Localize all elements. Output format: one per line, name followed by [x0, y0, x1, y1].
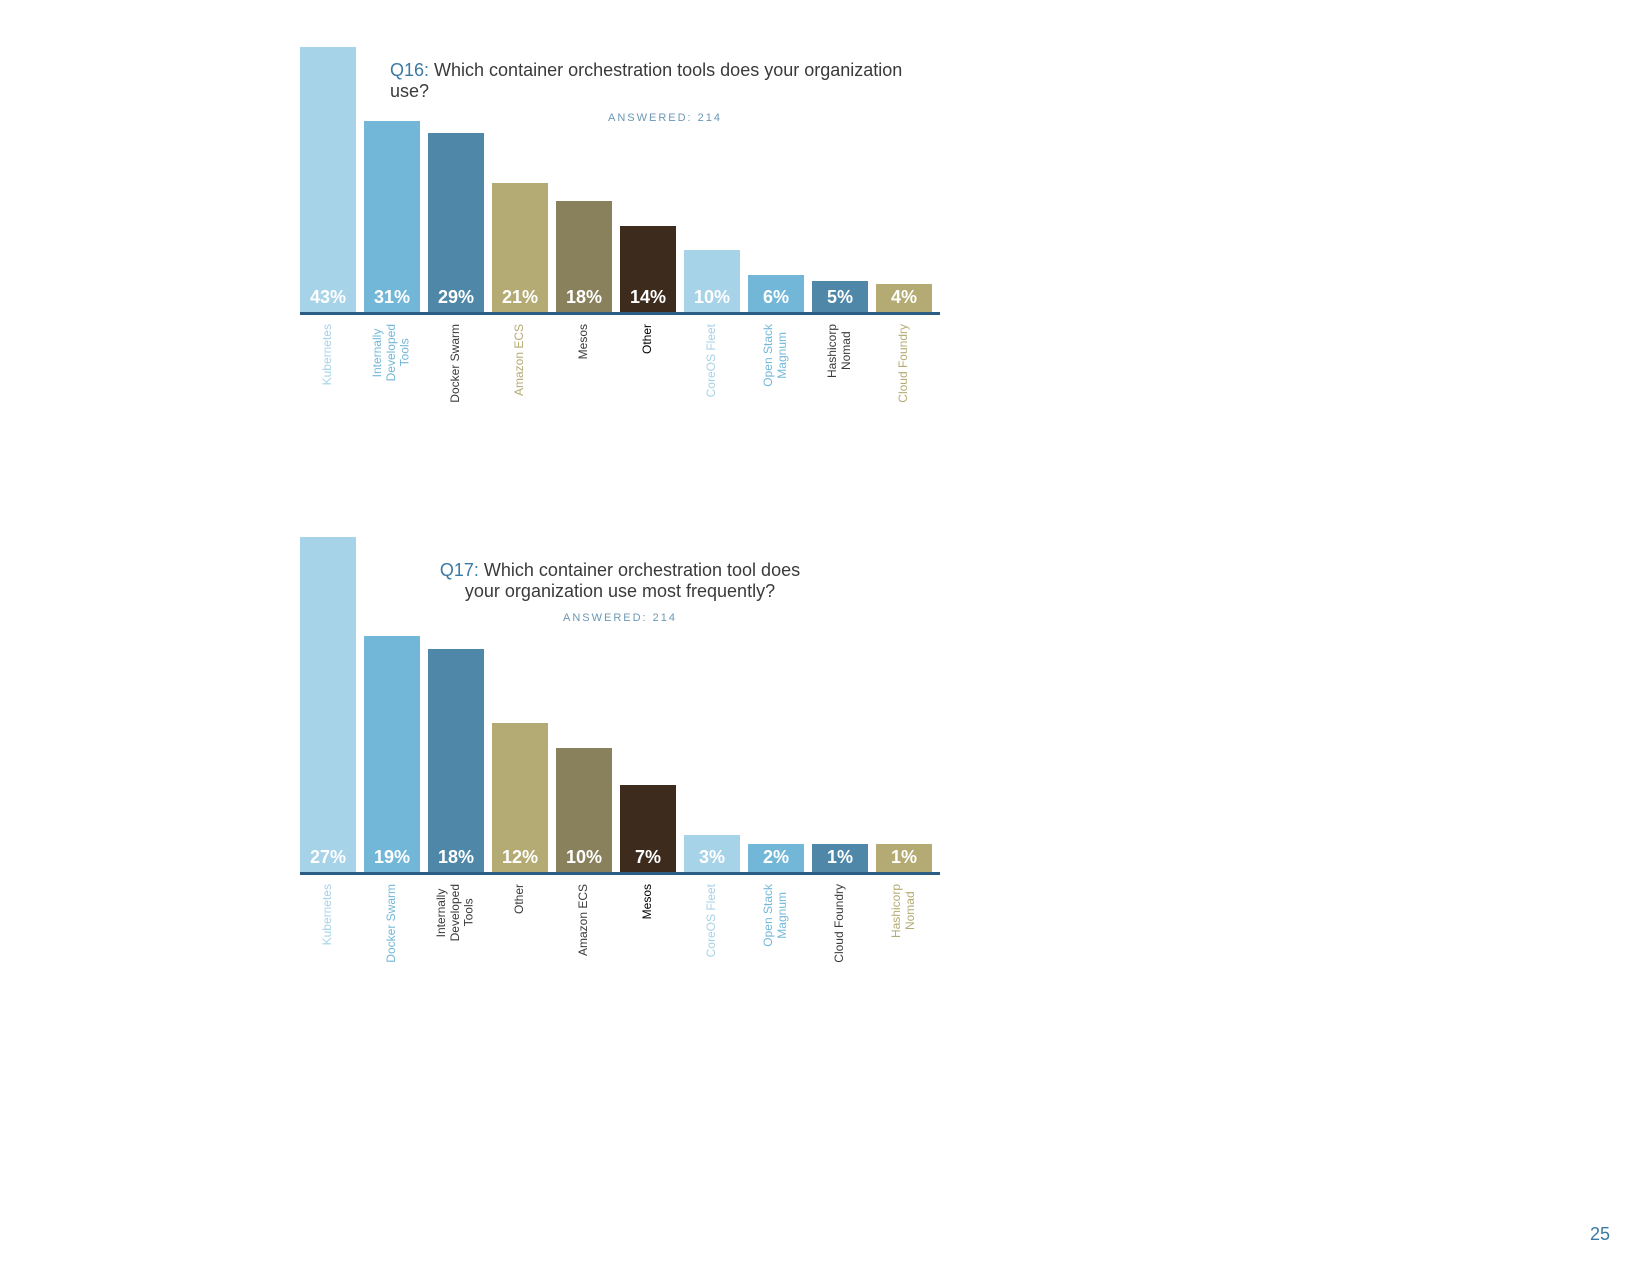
bar-value: 5%	[827, 287, 853, 312]
bar: 27%	[300, 537, 356, 872]
x-label: Cloud Foundry	[876, 318, 932, 438]
bar-fill: 12%	[492, 723, 548, 872]
x-label: Open Stack Magnum	[748, 878, 804, 998]
bar-value: 2%	[763, 847, 789, 872]
bar: 18%	[428, 649, 484, 872]
x-axis-labels: KubernetesInternally Developed ToolsDock…	[300, 318, 940, 438]
bar-fill: 1%	[876, 844, 932, 872]
bar-value: 12%	[502, 847, 538, 872]
bar: 4%	[876, 284, 932, 312]
bar-fill: 5%	[812, 281, 868, 312]
x-label: Mesos	[620, 878, 676, 998]
bar-fill: 4%	[876, 284, 932, 312]
bar-value: 19%	[374, 847, 410, 872]
bar: 43%	[300, 47, 356, 312]
bar-fill: 18%	[428, 649, 484, 872]
bar-fill: 43%	[300, 47, 356, 312]
bar: 14%	[620, 226, 676, 312]
x-label: Other	[620, 318, 676, 438]
bar-group: 43% 31% 29% 21% 18% 14% 10% 6% 5% 4%	[300, 47, 940, 315]
bar: 3%	[684, 835, 740, 872]
x-label: Docker Swarm	[364, 878, 420, 998]
bar-fill: 10%	[556, 748, 612, 872]
bar: 7%	[620, 785, 676, 872]
chart-q16: Q16: Which container orchestration tools…	[300, 50, 940, 315]
x-label: Kubernetes	[300, 318, 356, 438]
bar-value: 27%	[310, 847, 346, 872]
bar-fill: 2%	[748, 844, 804, 872]
bar-value: 1%	[891, 847, 917, 872]
bar-fill: 3%	[684, 835, 740, 872]
bar-fill: 31%	[364, 121, 420, 312]
bar-fill: 1%	[812, 844, 868, 872]
bar-fill: 10%	[684, 250, 740, 312]
bar-group: 27% 19% 18% 12% 10% 7% 3% 2% 1% 1%	[300, 537, 940, 875]
bar: 21%	[492, 183, 548, 312]
bar: 19%	[364, 636, 420, 872]
bar-fill: 21%	[492, 183, 548, 312]
bar-fill: 18%	[556, 201, 612, 312]
bar-value: 14%	[630, 287, 666, 312]
bar-value: 10%	[694, 287, 730, 312]
bar-fill: 6%	[748, 275, 804, 312]
bar-fill: 29%	[428, 133, 484, 312]
bar: 10%	[556, 748, 612, 872]
bar-value: 29%	[438, 287, 474, 312]
bar: 31%	[364, 121, 420, 312]
x-label: Hashicorp Nomad	[876, 878, 932, 998]
bar: 1%	[812, 844, 868, 872]
page-number: 25	[1590, 1224, 1610, 1245]
x-label: Amazon ECS	[492, 318, 548, 438]
bar-value: 43%	[310, 287, 346, 312]
chart-q17: Q17: Which container orchestration tool …	[300, 540, 940, 875]
bar: 10%	[684, 250, 740, 312]
bar-value: 7%	[635, 847, 661, 872]
bar: 12%	[492, 723, 548, 872]
bar-value: 3%	[699, 847, 725, 872]
x-label: Hashicorp Nomad	[812, 318, 868, 438]
bar-value: 1%	[827, 847, 853, 872]
bar: 1%	[876, 844, 932, 872]
bar-fill: 14%	[620, 226, 676, 312]
bar-value: 6%	[763, 287, 789, 312]
x-label: Other	[492, 878, 548, 998]
bar-value: 4%	[891, 287, 917, 312]
x-label: Internally Developed Tools	[428, 878, 484, 998]
bar: 6%	[748, 275, 804, 312]
bar: 18%	[556, 201, 612, 312]
x-label: Cloud Foundry	[812, 878, 868, 998]
bar: 2%	[748, 844, 804, 872]
bar-value: 18%	[566, 287, 602, 312]
x-label: Mesos	[556, 318, 612, 438]
x-label: Kubernetes	[300, 878, 356, 998]
bar-value: 10%	[566, 847, 602, 872]
x-label: Internally Developed Tools	[364, 318, 420, 438]
x-label: Amazon ECS	[556, 878, 612, 998]
bar: 29%	[428, 133, 484, 312]
x-label: Open Stack Magnum	[748, 318, 804, 438]
bar-value: 18%	[438, 847, 474, 872]
x-label: Docker Swarm	[428, 318, 484, 438]
bar-value: 21%	[502, 287, 538, 312]
bar-fill: 27%	[300, 537, 356, 872]
x-axis-labels: KubernetesDocker SwarmInternally Develop…	[300, 878, 940, 998]
bar-fill: 7%	[620, 785, 676, 872]
bar-fill: 19%	[364, 636, 420, 872]
x-label: CoreOS Fleet	[684, 318, 740, 438]
bar: 5%	[812, 281, 868, 312]
x-label: CoreOS Fleet	[684, 878, 740, 998]
bar-value: 31%	[374, 287, 410, 312]
